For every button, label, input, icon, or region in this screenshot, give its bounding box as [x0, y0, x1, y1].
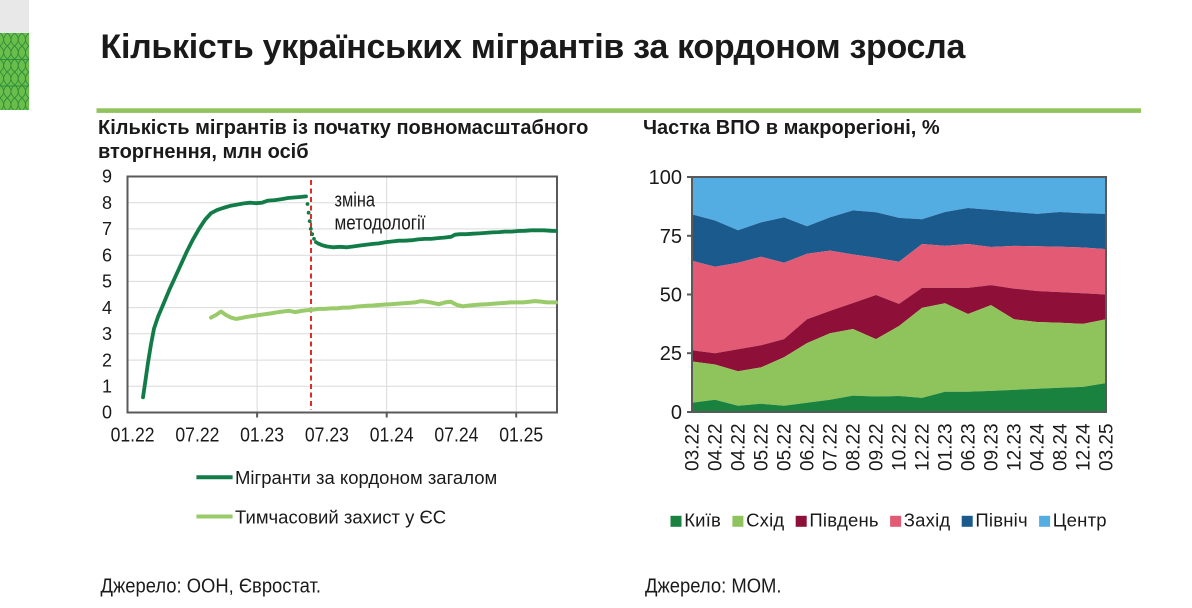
svg-text:8: 8	[102, 193, 112, 213]
svg-text:Мігранти за кордоном загалом: Мігранти за кордоном загалом	[235, 467, 497, 488]
svg-text:06.23: 06.23	[959, 423, 980, 471]
svg-text:методології: методології	[335, 213, 426, 235]
svg-text:01.23: 01.23	[240, 424, 284, 447]
svg-text:Тимчасовий захист у ЄС: Тимчасовий захист у ЄС	[235, 507, 446, 528]
svg-text:4: 4	[102, 298, 112, 318]
svg-text:вторгнення, млн осіб: вторгнення, млн осіб	[98, 141, 309, 163]
svg-text:Південь: Південь	[809, 510, 878, 531]
svg-text:Кількість українських мігранті: Кількість українських мігрантів за кордо…	[101, 28, 967, 66]
svg-text:12.23: 12.23	[1005, 423, 1026, 471]
svg-text:Джерело: МОМ.: Джерело: МОМ.	[645, 576, 782, 598]
svg-text:50: 50	[660, 285, 682, 307]
svg-text:04.22: 04.22	[729, 423, 750, 471]
svg-text:25: 25	[660, 343, 682, 365]
svg-text:Центр: Центр	[1053, 510, 1107, 531]
svg-text:Частка ВПО в макрорегіоні, %: Частка ВПО в макрорегіоні, %	[643, 117, 940, 139]
svg-text:100: 100	[649, 167, 682, 189]
svg-text:10.22: 10.22	[890, 423, 911, 471]
svg-text:05.22: 05.22	[752, 423, 773, 471]
svg-text:75: 75	[660, 226, 682, 248]
svg-text:04.22: 04.22	[706, 423, 727, 471]
svg-text:01.22: 01.22	[111, 424, 155, 447]
svg-text:зміна: зміна	[335, 190, 376, 212]
svg-text:04.24: 04.24	[1028, 423, 1049, 471]
svg-text:Схід: Схід	[746, 510, 784, 531]
svg-text:Київ: Київ	[684, 510, 721, 531]
svg-text:3: 3	[102, 324, 112, 344]
svg-text:03.22: 03.22	[683, 423, 704, 471]
svg-text:Захід: Захід	[904, 510, 951, 531]
svg-text:0: 0	[671, 402, 682, 424]
svg-text:12.24: 12.24	[1074, 423, 1095, 471]
svg-text:01.25: 01.25	[499, 424, 543, 447]
svg-text:06.22: 06.22	[798, 423, 819, 471]
svg-text:5: 5	[102, 272, 112, 292]
svg-text:07.24: 07.24	[434, 424, 478, 447]
svg-text:Кількість мігрантів із початку: Кількість мігрантів із початку повномасш…	[98, 117, 588, 139]
svg-text:7: 7	[102, 219, 112, 239]
svg-text:2: 2	[102, 350, 112, 370]
svg-text:08.24: 08.24	[1051, 423, 1072, 471]
svg-text:07.22: 07.22	[175, 424, 219, 447]
svg-text:9: 9	[102, 167, 112, 187]
svg-text:09.22: 09.22	[867, 423, 888, 471]
svg-text:Північ: Північ	[975, 510, 1027, 531]
svg-text:09.23: 09.23	[982, 423, 1003, 471]
svg-text:03.25: 03.25	[1097, 423, 1118, 471]
svg-text:07.22: 07.22	[821, 423, 842, 471]
svg-text:Джерело: ООН, Євростат.: Джерело: ООН, Євростат.	[101, 576, 322, 598]
svg-text:05.22: 05.22	[775, 423, 796, 471]
svg-text:07.23: 07.23	[305, 424, 349, 447]
svg-text:12.22: 12.22	[913, 423, 934, 471]
svg-text:6: 6	[102, 245, 112, 265]
svg-text:01.23: 01.23	[936, 423, 957, 471]
svg-text:01.24: 01.24	[370, 424, 414, 447]
svg-text:0: 0	[102, 403, 112, 423]
svg-text:08.22: 08.22	[844, 423, 865, 471]
svg-text:1: 1	[102, 377, 112, 397]
